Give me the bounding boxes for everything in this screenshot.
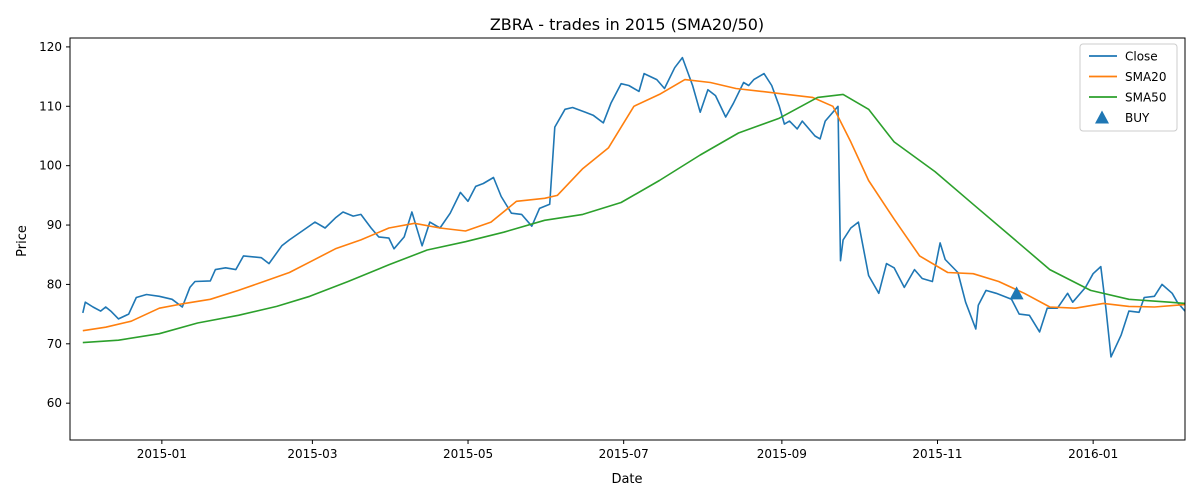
chart-title: ZBRA - trades in 2015 (SMA20/50) [490,15,764,34]
series-line-sma20 [82,78,1186,332]
legend-label: Close [1125,50,1158,64]
legend-swatch-buy [1095,110,1109,124]
x-tick-label: 2016-01 [1068,447,1118,461]
x-tick-label: 2015-11 [912,447,962,461]
x-axis-label: Date [611,472,642,487]
y-tick-label: 100 [39,159,62,173]
x-tick-label: 2015-03 [287,447,337,461]
legend-label: SMA20 [1125,70,1166,84]
legend-label: SMA50 [1125,91,1166,105]
series-line-close [82,56,1186,358]
y-tick-label: 110 [39,99,62,113]
buy-marker [1009,286,1024,300]
legend-label: BUY [1125,111,1150,125]
legend: Close SMA20 SMA50 BUY [1079,43,1178,132]
y-tick-label: 120 [39,40,62,54]
y-tick-label: 70 [47,337,62,351]
x-tick-label: 2015-01 [137,447,187,461]
series-line-sma50 [82,93,1186,344]
x-tick-label: 2015-07 [599,447,649,461]
plot-frame [69,37,1186,441]
x-tick-label: 2015-09 [757,447,807,461]
y-tick-label: 60 [47,396,62,410]
y-tick-label: 80 [47,277,62,291]
x-tick-label: 2015-05 [443,447,493,461]
y-axis-label: Price [15,225,30,257]
y-tick-label: 90 [47,218,62,232]
legend-box [1079,43,1178,132]
plot-area [82,56,1186,358]
